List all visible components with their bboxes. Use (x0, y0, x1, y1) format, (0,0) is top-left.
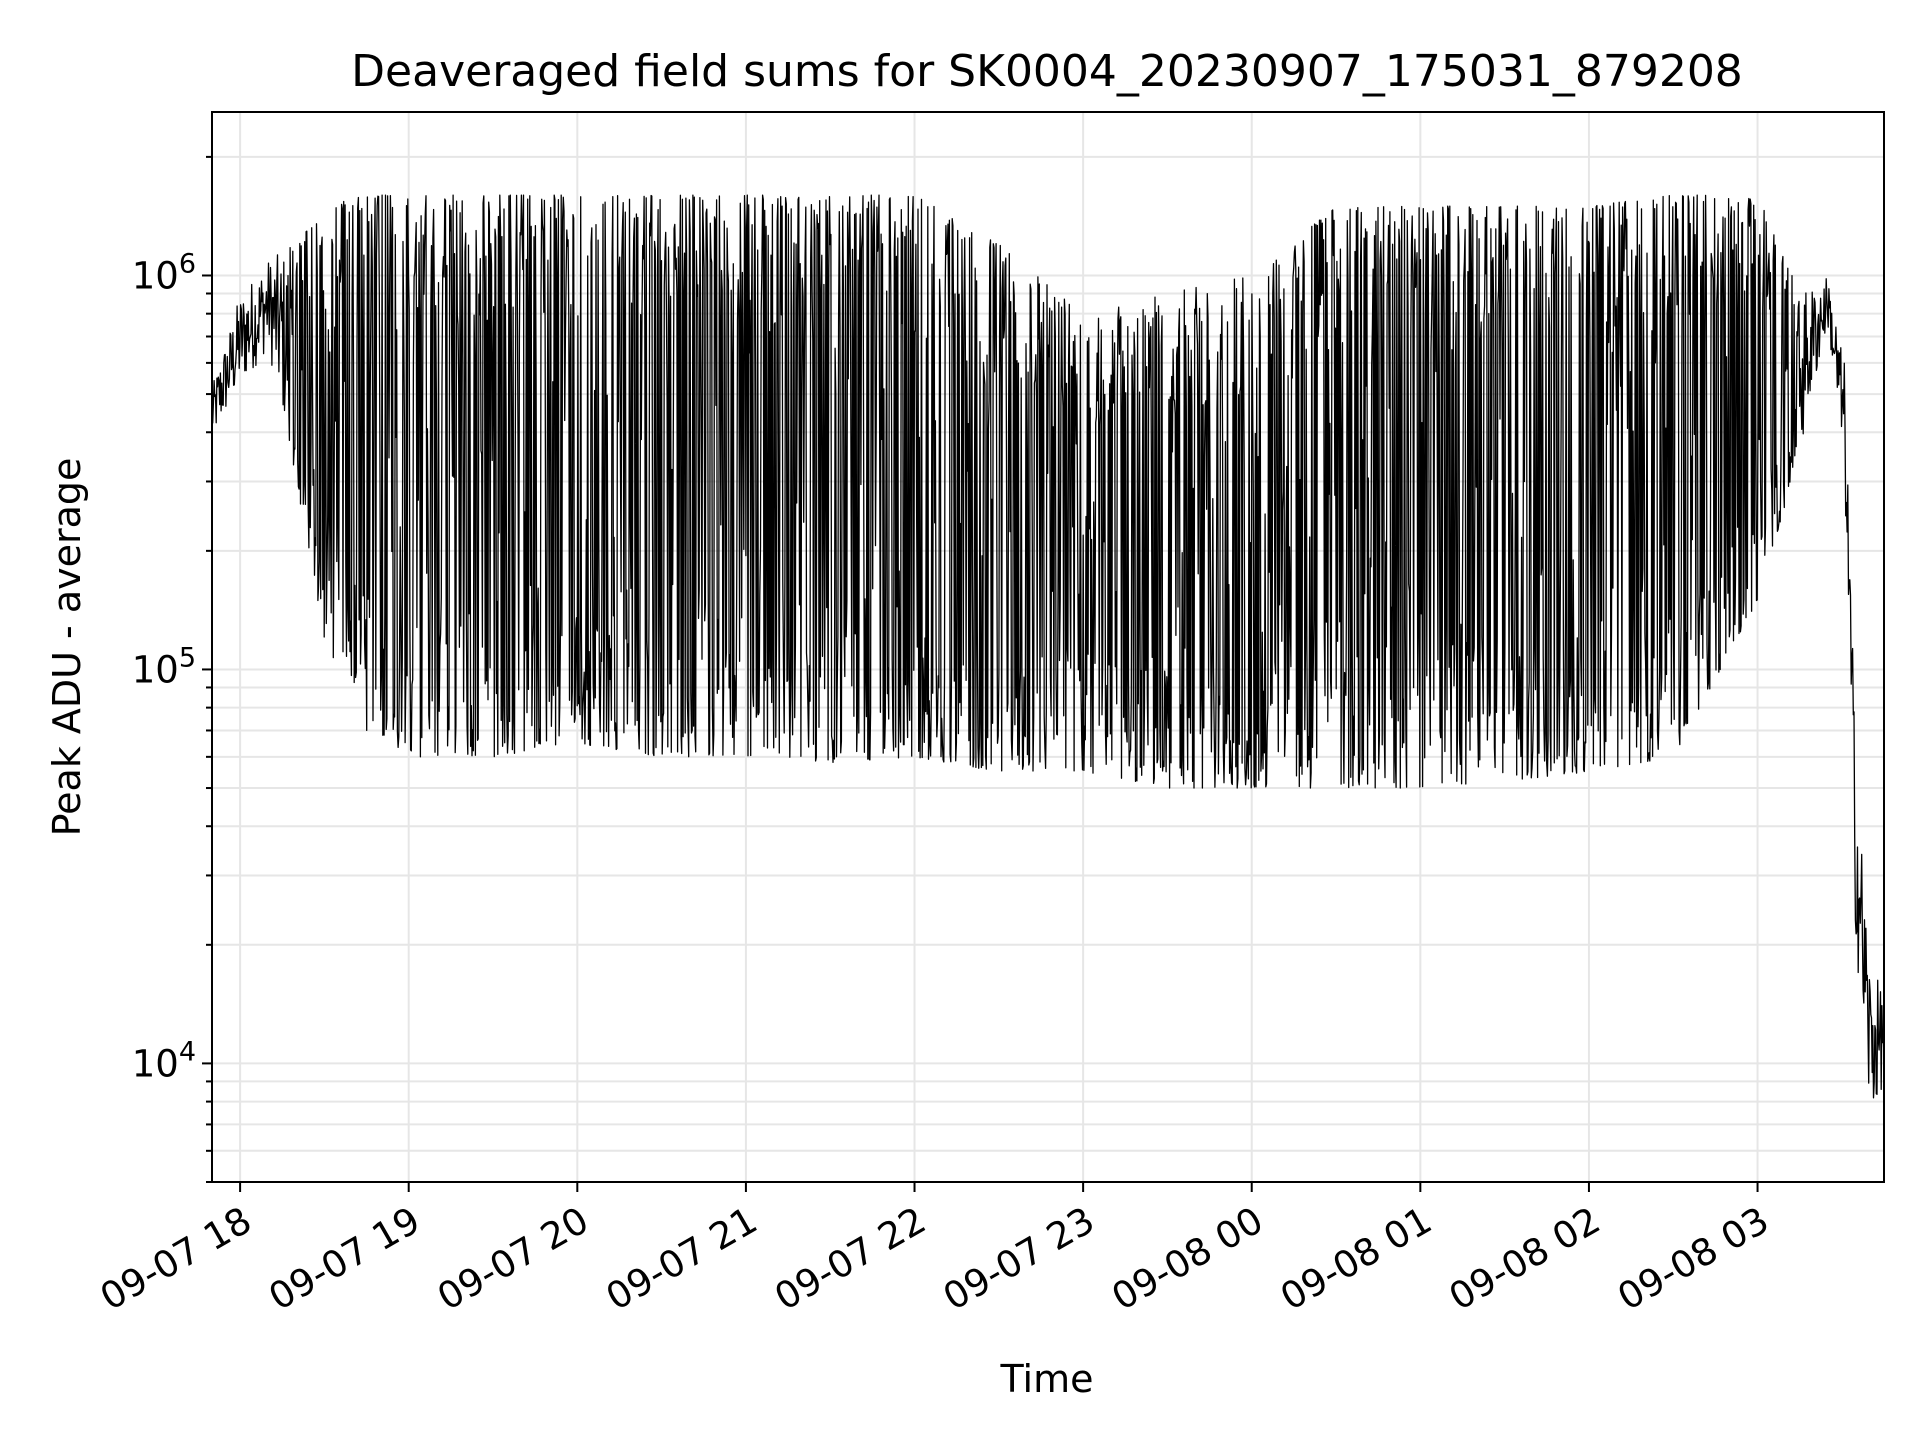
y-axis-label: Peak ADU - average (45, 458, 89, 837)
plot-frame (211, 111, 1885, 1183)
plot-area (211, 194, 1885, 1099)
y-tick-label: 106 (132, 248, 196, 297)
chart-title: Deaveraged field sums for SK0004_2023090… (351, 46, 1743, 97)
data-series-line (211, 194, 1885, 1099)
y-tick-label: 104 (132, 1036, 196, 1085)
y-axis: 104 105 106 (132, 155, 212, 1183)
x-axis-label: Time (1000, 1357, 1094, 1401)
y-tick-label: 105 (132, 642, 196, 691)
